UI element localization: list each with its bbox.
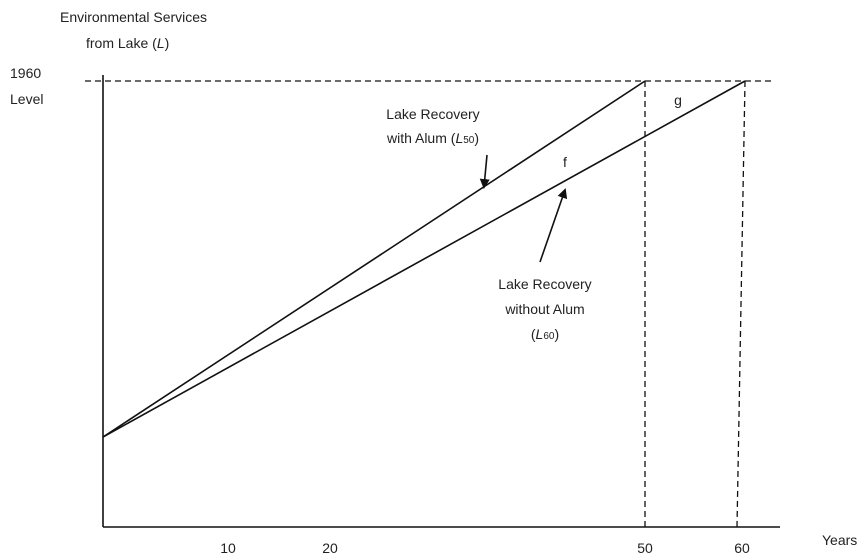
without-alum-label: Lake Recovery: [498, 276, 591, 292]
y-axis-label: from Lake (L): [86, 35, 169, 51]
without-alum-label: (L60): [531, 326, 559, 342]
with-alum-label: Lake Recovery: [386, 106, 479, 122]
year-60-line: [736, 80, 746, 528]
recovery-with-alum: [102, 80, 646, 438]
x-tick-label: 10: [220, 540, 236, 556]
y-axis-label: Environmental Services: [60, 9, 207, 25]
arrow: [539, 188, 568, 263]
region-label: f: [563, 154, 567, 170]
x-axis-label: Years: [822, 532, 857, 548]
level-label: Level: [10, 91, 43, 107]
with-alum-label: with Alum (L50): [386, 130, 479, 146]
recovery-without-alum: [102, 80, 746, 438]
x-tick-label: 60: [734, 540, 750, 556]
level-label: 1960: [10, 65, 41, 81]
x-tick-label: 20: [322, 540, 338, 556]
without-alum-label: without Alum: [504, 301, 584, 317]
arrow: [479, 154, 490, 189]
x-tick-label: 50: [637, 540, 653, 556]
region-label: g: [674, 92, 682, 108]
